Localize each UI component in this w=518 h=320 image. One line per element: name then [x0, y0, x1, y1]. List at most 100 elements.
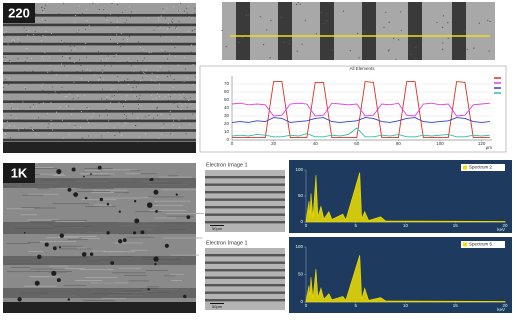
texture-dot [109, 13, 111, 15]
texture-dot [185, 68, 187, 70]
texture-dot [32, 129, 34, 131]
pit [97, 165, 102, 170]
texture-dot [126, 40, 128, 42]
texture-dot [48, 134, 50, 136]
texture-dot [155, 99, 157, 101]
texture-streak [24, 173, 65, 175]
texture-dot [140, 105, 142, 107]
texture-dot [6, 120, 8, 122]
texture-dot [245, 14, 247, 16]
texture-dot [26, 31, 28, 33]
texture-dot [191, 17, 193, 19]
dark-band [3, 288, 196, 298]
y-tick-label: 60 [224, 89, 230, 94]
texture-dot [17, 58, 19, 60]
texture-dot [266, 29, 268, 31]
texture-dot [148, 115, 150, 117]
texture-dot [9, 78, 11, 80]
texture-dot [50, 82, 52, 84]
texture-dot [358, 57, 360, 59]
texture-dot [159, 96, 161, 98]
stripe [3, 23, 196, 27]
x-tick-label: 100 [436, 141, 444, 146]
texture-dot [168, 117, 170, 119]
texture-dot [262, 43, 265, 46]
texture-dot [194, 28, 196, 30]
pit [56, 169, 62, 175]
texture-streak [84, 276, 118, 278]
panel-label: 220 [8, 5, 30, 20]
texture-dot [148, 17, 150, 19]
texture-dot [49, 92, 51, 94]
texture-streak [20, 214, 37, 216]
texture-dot [69, 57, 71, 59]
x-tick-label: 20 [271, 141, 277, 146]
texture-dot [110, 24, 112, 26]
x-tick-label: 60 [354, 141, 360, 146]
texture-dot [123, 106, 125, 108]
texture-dot [194, 12, 196, 14]
stripe [3, 33, 196, 36]
texture-dot [171, 134, 173, 136]
texture-dot [77, 95, 79, 97]
x-tick-label: 10 [403, 303, 409, 308]
texture-dot [42, 10, 44, 12]
texture-dot [388, 49, 390, 51]
pit [118, 210, 121, 213]
texture-dot [114, 135, 116, 137]
texture-dot [87, 108, 89, 110]
texture-dot [61, 86, 63, 88]
texture-dot [241, 36, 244, 38]
stripe [3, 100, 196, 103]
texture-dot [180, 2, 182, 4]
texture-dot [41, 40, 43, 42]
stripe [205, 221, 285, 224]
texture-streak [32, 167, 54, 168]
texture-dot [383, 26, 385, 29]
texture-dot [40, 5, 42, 7]
texture-dot [171, 18, 173, 20]
pit [134, 218, 140, 224]
texture-dot [117, 16, 119, 18]
texture-dot [108, 120, 110, 122]
pit [34, 280, 40, 286]
texture-dot [5, 133, 7, 135]
stripe [205, 191, 285, 194]
texture-dot [66, 56, 68, 58]
scale-label: 50µm [212, 304, 223, 309]
texture-dot [86, 107, 88, 109]
pit [44, 242, 49, 247]
texture-dot [442, 48, 444, 50]
x-tick-label: 40 [313, 141, 319, 146]
texture-dot [12, 41, 14, 43]
texture-dot [92, 2, 94, 4]
texture-dot [146, 91, 148, 93]
texture-streak [79, 173, 108, 175]
texture-dot [132, 113, 134, 115]
texture-dot [180, 96, 182, 98]
y-tick-label: 0 [300, 299, 303, 304]
texture-dot [137, 41, 139, 43]
texture-dot [14, 125, 16, 127]
texture-dot [156, 106, 158, 108]
texture-dot [107, 55, 109, 57]
texture-dot [105, 108, 107, 110]
texture-dot [175, 26, 177, 28]
stripe [408, 2, 422, 60]
texture-streak [48, 271, 67, 273]
texture-dot [385, 11, 387, 13]
texture-dot [124, 80, 126, 82]
stripe [3, 81, 196, 84]
texture-dot [26, 57, 28, 59]
legend-swatch [463, 165, 467, 170]
texture-dot [73, 61, 75, 63]
texture-dot [99, 76, 101, 78]
texture-dot [329, 57, 332, 59]
texture-dot [63, 65, 65, 67]
texture-streak [101, 297, 127, 299]
texture-dot [186, 77, 188, 79]
texture-dot [125, 118, 127, 120]
texture-dot [436, 21, 438, 24]
texture-dot [9, 125, 11, 127]
texture-dot [138, 108, 140, 110]
